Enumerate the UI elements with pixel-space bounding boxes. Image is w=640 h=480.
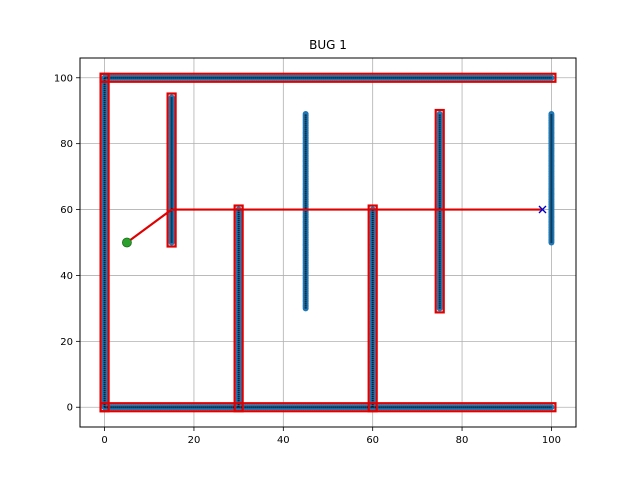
goal-point bbox=[538, 205, 547, 214]
goal-stroke bbox=[538, 205, 547, 214]
y-tick-label: 80 bbox=[60, 139, 73, 150]
x-tick-label: 20 bbox=[188, 435, 201, 446]
y-tick-label: 40 bbox=[60, 271, 73, 282]
boundary-trace bbox=[434, 108, 445, 314]
path-line bbox=[126, 208, 543, 244]
y-tick-label: 20 bbox=[60, 337, 73, 348]
boundary-trace bbox=[99, 402, 557, 413]
chart-title: BUG 1 bbox=[309, 38, 347, 52]
boundary-trace bbox=[233, 204, 244, 413]
y-tick-label: 100 bbox=[54, 73, 73, 84]
obstacles bbox=[101, 74, 555, 411]
start-point bbox=[122, 237, 132, 248]
obstacle-points bbox=[302, 111, 309, 312]
axes-frame bbox=[79, 57, 577, 428]
boundary-trace bbox=[367, 204, 378, 413]
markers bbox=[122, 205, 547, 248]
ticks: 0 20 40 60 80 100 0 20 40 60 80 100 bbox=[54, 73, 561, 446]
obstacle-points bbox=[436, 111, 443, 312]
boundary-trace bbox=[166, 92, 177, 248]
y-tick-label: 60 bbox=[60, 205, 73, 216]
x-tick-label: 60 bbox=[366, 435, 379, 446]
robot-path bbox=[99, 72, 557, 413]
obstacle-points bbox=[369, 206, 376, 411]
x-tick-label: 100 bbox=[542, 435, 561, 446]
boundary-trace bbox=[99, 72, 557, 83]
y-tick-label: 0 bbox=[67, 403, 73, 414]
x-tick-label: 80 bbox=[456, 435, 469, 446]
x-tick-label: 40 bbox=[277, 435, 290, 446]
x-tick-label: 0 bbox=[101, 435, 107, 446]
